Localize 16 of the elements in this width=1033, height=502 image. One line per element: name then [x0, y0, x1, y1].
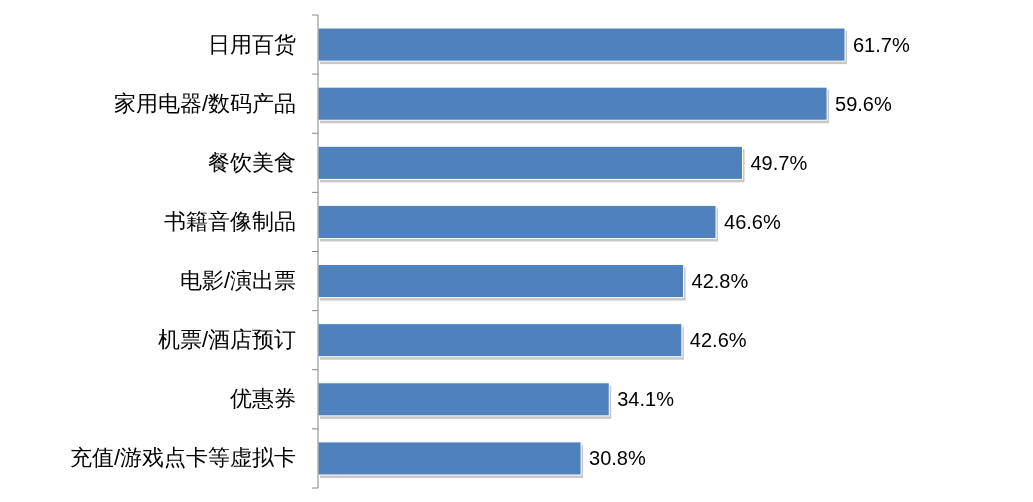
y-tick-label: 电影/演出票 — [179, 268, 296, 294]
y-tick-label: 日用百货 — [208, 31, 296, 57]
data-label: 61.7% — [853, 33, 910, 56]
y-tick-label: 充值/游戏点卡等虚拟卡 — [69, 445, 296, 471]
y-tick-label: 餐饮美食 — [208, 149, 296, 175]
y-tick-label: 家用电器/数码产品 — [113, 90, 296, 116]
data-label: 30.8% — [589, 447, 646, 470]
data-label: 49.7% — [750, 151, 808, 174]
y-tick-label: 机票/酒店预订 — [157, 327, 296, 353]
data-label: 42.6% — [689, 329, 747, 352]
data-label: 46.6% — [724, 210, 781, 233]
data-label: 42.8% — [691, 270, 749, 293]
data-label: 34.1% — [617, 388, 675, 411]
y-tick-label: 书籍音像制品 — [164, 208, 296, 234]
y-tick-label: 优惠券 — [230, 386, 296, 412]
data-label: 59.6% — [835, 92, 892, 115]
